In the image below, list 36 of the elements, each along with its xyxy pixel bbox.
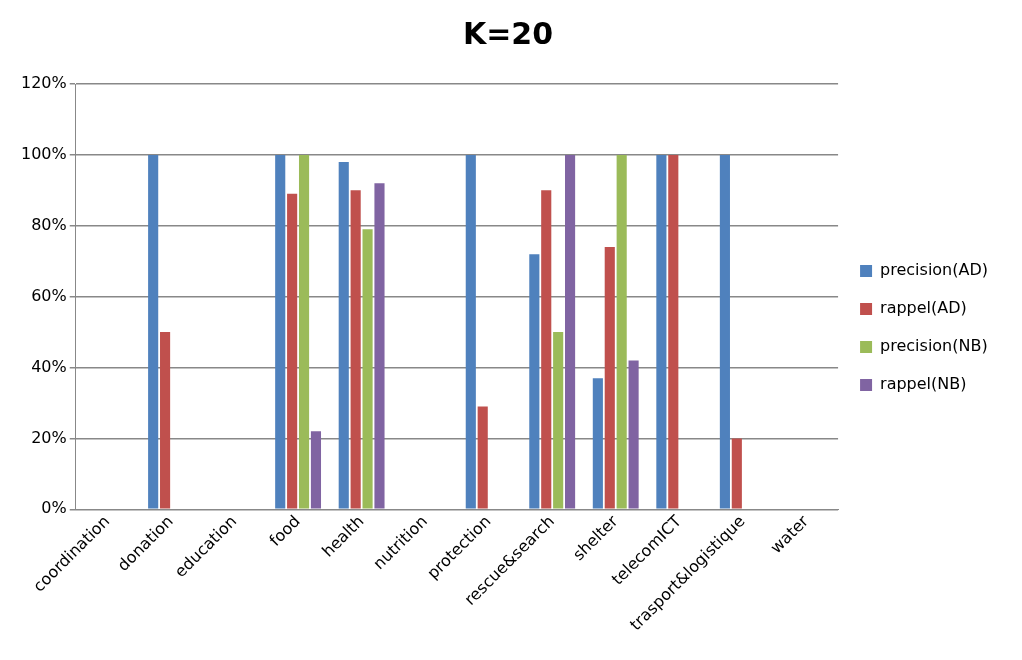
bar xyxy=(362,229,373,509)
bar xyxy=(616,154,627,509)
legend-label: precision(AD) xyxy=(880,260,989,280)
bar xyxy=(541,190,552,509)
bar xyxy=(592,378,603,509)
y-tick-label: 100% xyxy=(20,144,67,164)
bar xyxy=(553,332,564,509)
legend-label: precision(NB) xyxy=(880,336,988,356)
chart-title: K=20 xyxy=(462,15,554,51)
bar xyxy=(656,154,667,509)
y-tick-label: 60% xyxy=(31,285,67,305)
bar xyxy=(731,438,742,509)
bar xyxy=(160,332,171,509)
bar xyxy=(275,154,286,509)
y-tick-label: 120% xyxy=(20,73,67,93)
legend-label: rappel(NB) xyxy=(880,374,967,394)
bar xyxy=(350,190,361,509)
y-tick-label: 40% xyxy=(31,356,67,376)
bar xyxy=(477,406,488,509)
bar xyxy=(628,360,639,509)
bar xyxy=(338,161,349,509)
bar xyxy=(287,193,298,509)
y-tick-label: 0% xyxy=(41,498,67,518)
bar xyxy=(298,154,310,509)
bar xyxy=(719,154,730,509)
bar xyxy=(529,254,540,509)
bar xyxy=(374,183,385,509)
bar xyxy=(604,247,615,509)
y-tick-label: 80% xyxy=(31,214,67,234)
bar xyxy=(668,154,679,509)
y-tick-label: 20% xyxy=(31,427,67,447)
bar xyxy=(465,154,476,509)
bar xyxy=(148,154,159,509)
bar xyxy=(310,431,322,509)
legend-label: rappel(AD) xyxy=(880,298,967,318)
bar xyxy=(565,154,576,509)
